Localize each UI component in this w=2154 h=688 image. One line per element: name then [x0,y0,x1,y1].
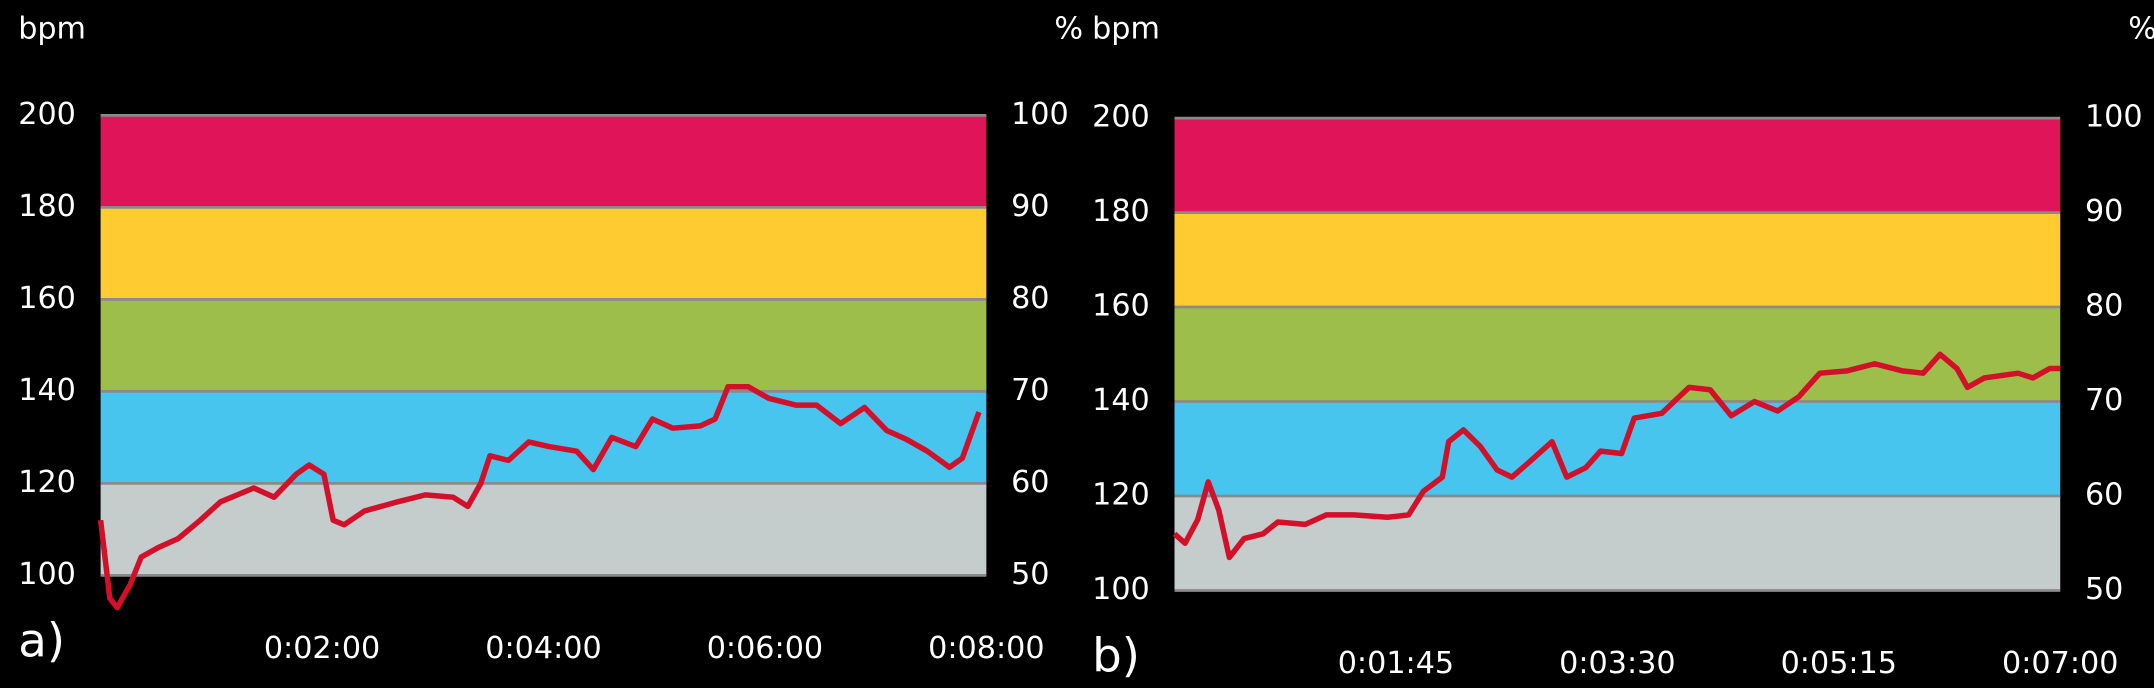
y2-tick-label: 90 [2085,194,2123,229]
y-tick-label: 200 [1092,100,1150,135]
zone-band [1174,212,2061,308]
x-tick-label: 0:08:00 [928,631,1044,666]
y-tick-label: 180 [18,189,76,224]
y2-tick-label: 100 [2085,100,2143,135]
y-tick-label: 140 [18,373,76,408]
y-tick-label: 140 [1092,383,1150,418]
x-tick-label: 0:01:45 [1338,646,1454,681]
zone-band [1174,496,2061,591]
y2-axis-label: % [2128,12,2154,47]
y2-tick-label: 70 [1011,373,1049,408]
y-tick-label: 200 [18,97,76,132]
x-tick-label: 0:07:00 [2002,646,2118,681]
panel-label: a) [18,615,65,669]
y-tick-label: 120 [18,465,76,500]
zone-band [100,299,987,392]
y2-tick-label: 70 [2085,383,2123,418]
zone-band [100,207,987,300]
y2-tick-label: 80 [2085,289,2123,324]
y2-tick-label: 80 [1011,281,1049,316]
zone-band [100,115,987,208]
zone-band [1174,307,2061,402]
x-tick-label: 0:04:00 [485,631,601,666]
y-tick-label: 160 [18,281,76,316]
hr-line [97,384,982,611]
zone-band [1174,118,2061,213]
x-tick-label: 0:05:15 [1781,646,1897,681]
hr-line [1172,351,2061,561]
zone-band [100,391,987,484]
x-tick-label: 0:03:30 [1559,646,1675,681]
zone-band [1174,401,2061,497]
y2-tick-label: 90 [1011,189,1049,224]
y-axis-label: bpm [18,12,86,47]
panel-label: b) [1092,630,1140,684]
y-tick-label: 120 [1092,478,1150,513]
zone-band [100,483,987,576]
y2-axis-label: % [1054,12,1083,47]
y2-tick-label: 60 [2085,478,2123,513]
x-tick-label: 0:02:00 [264,631,380,666]
y2-tick-label: 50 [2085,572,2123,607]
y-axis-label: bpm [1092,12,1160,47]
x-tick-label: 0:06:00 [707,631,823,666]
y2-tick-label: 60 [1011,465,1049,500]
y2-tick-label: 100 [1011,97,1069,132]
y-tick-label: 160 [1092,289,1150,324]
y2-tick-label: 50 [1011,557,1049,592]
y-tick-label: 180 [1092,194,1150,229]
y-tick-label: 100 [18,557,76,592]
y-tick-label: 100 [1092,572,1150,607]
